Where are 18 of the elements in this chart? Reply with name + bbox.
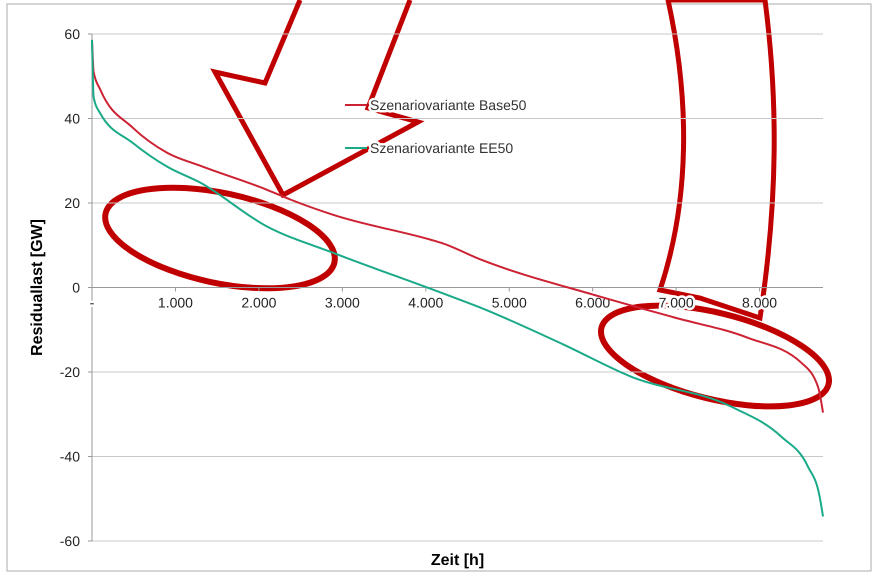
legend-label: Szenariovariante EE50	[370, 140, 514, 156]
y-tick-label: -60	[60, 533, 80, 549]
y-tick-label: 60	[64, 26, 80, 42]
y-tick-label: -20	[60, 364, 80, 380]
x-tick-label: 1.000	[158, 294, 194, 310]
y-tick-label: -40	[60, 448, 80, 464]
x-tick-label: -	[90, 294, 95, 310]
x-tick-label: 2.000	[241, 294, 277, 310]
x-tick-label: 5.000	[492, 294, 527, 310]
x-axis-title: Zeit [h]	[430, 552, 484, 569]
x-tick-label: 4.000	[408, 294, 444, 310]
line-series	[91, 38, 824, 518]
x-tick-label: 3.000	[324, 294, 360, 310]
y-tick-label: 40	[64, 110, 80, 126]
y-tick-label: 0	[72, 280, 80, 296]
x-tick-label: 6.000	[575, 294, 610, 310]
y-axis-title: Residuallast [GW]	[29, 219, 46, 356]
y-tick-label: 20	[64, 195, 80, 211]
